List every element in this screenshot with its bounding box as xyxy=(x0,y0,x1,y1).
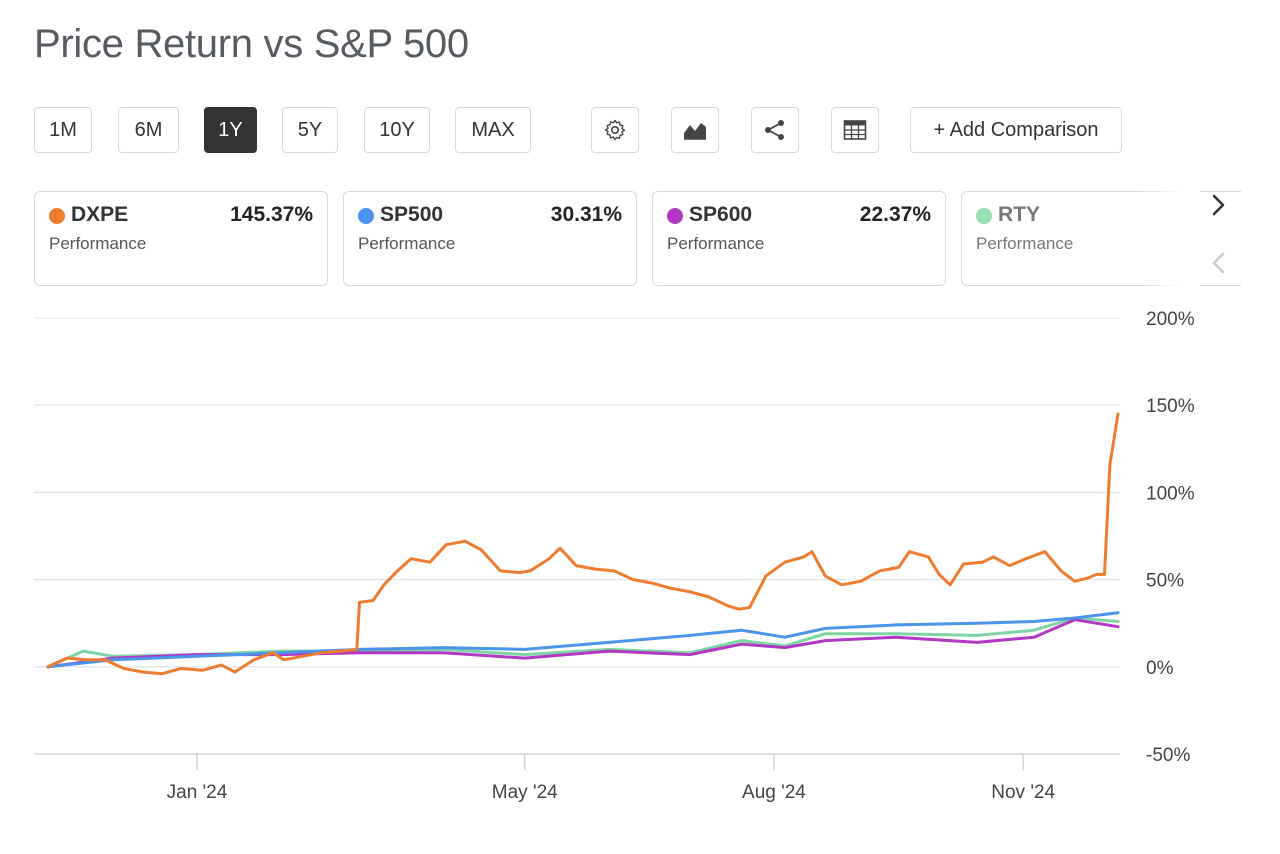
table-button[interactable] xyxy=(831,107,879,153)
series-color-dot xyxy=(358,208,374,224)
card-label: Performance xyxy=(49,234,147,253)
range-button-6m[interactable]: 6M xyxy=(118,107,179,153)
comparison-card-dxpe[interactable]: DXPE 145.37% Performance xyxy=(34,191,328,286)
range-button-max[interactable]: MAX xyxy=(455,107,531,153)
comparison-card-sp600[interactable]: SP600 22.37% Performance xyxy=(652,191,946,286)
card-label: Performance xyxy=(976,234,1074,253)
performance-chart: 200% 150% 100% 50% 0% -50% Jan '24 May '24 Aug … xyxy=(34,309,1195,803)
card-symbol: SP500 xyxy=(380,203,444,226)
range-button-1m[interactable]: 1M xyxy=(34,107,92,153)
x-tick-label: Aug '24 xyxy=(742,782,806,803)
series-color-dot xyxy=(49,208,65,224)
y-tick-label: 0% xyxy=(1146,658,1174,679)
range-button-5y[interactable]: 5Y xyxy=(282,107,338,153)
x-tick-label: Nov '24 xyxy=(991,782,1055,803)
settings-button[interactable] xyxy=(591,107,639,153)
y-tick-label: -50% xyxy=(1146,745,1190,766)
y-tick-label: 50% xyxy=(1146,571,1184,592)
chart-type-icon xyxy=(684,123,706,140)
grid-layer: 200% 150% 100% 50% 0% -50% xyxy=(34,309,1195,766)
chevron-right-icon[interactable] xyxy=(1206,192,1232,218)
add-comparison-button[interactable]: + Add Comparison xyxy=(910,107,1122,153)
series-color-dot xyxy=(976,208,992,224)
card-label: Performance xyxy=(667,234,765,253)
card-symbol: DXPE xyxy=(71,203,129,226)
range-button-10y[interactable]: 10Y xyxy=(364,107,430,153)
x-axis: Jan '24 May '24 Aug '24 Nov '24 xyxy=(167,754,1056,803)
card-value: 30.31% xyxy=(550,203,622,226)
cards-fade-overlay xyxy=(1140,185,1200,295)
chart-type-button[interactable] xyxy=(671,107,719,153)
series-line-sp500 xyxy=(46,611,1120,669)
table-icon xyxy=(843,120,867,140)
card-symbol: SP600 xyxy=(689,203,753,226)
series-color-dot xyxy=(667,208,683,224)
chevron-left-icon[interactable] xyxy=(1206,250,1232,276)
share-button[interactable] xyxy=(751,107,799,153)
range-button-1y[interactable]: 1Y xyxy=(204,107,257,153)
series-line-dxpe xyxy=(46,412,1120,676)
card-value: 145.37% xyxy=(230,203,313,226)
card-value: 22.37% xyxy=(859,203,931,226)
card-symbol: RTY xyxy=(998,203,1040,226)
y-tick-label: 100% xyxy=(1146,483,1195,504)
y-tick-label: 200% xyxy=(1146,309,1195,330)
series-layer xyxy=(46,412,1120,676)
comparison-card-sp500[interactable]: SP500 30.31% Performance xyxy=(343,191,637,286)
x-tick-label: May '24 xyxy=(492,782,558,803)
y-tick-label: 150% xyxy=(1146,396,1195,417)
share-icon xyxy=(765,120,784,140)
gear-icon xyxy=(604,119,626,141)
x-tick-label: Jan '24 xyxy=(167,782,228,803)
chart-title: Price Return vs S&P 500 xyxy=(34,22,469,66)
card-label: Performance xyxy=(358,234,456,253)
